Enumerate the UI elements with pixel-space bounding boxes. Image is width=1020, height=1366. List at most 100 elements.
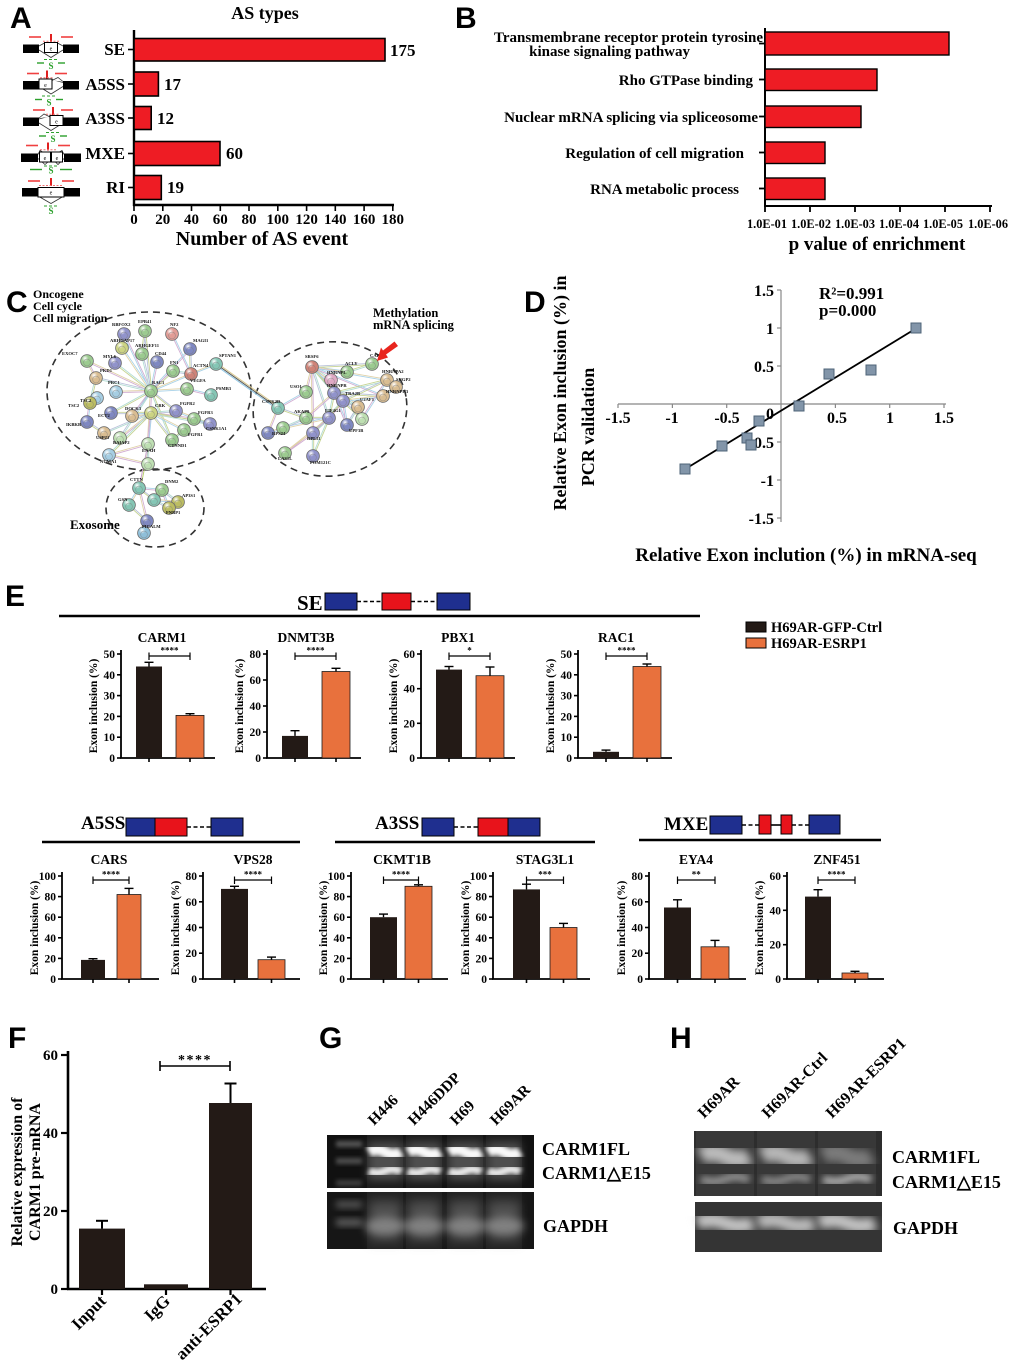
svg-text:kinase signaling pathway: kinase signaling pathway (529, 44, 690, 60)
svg-text:PRC1: PRC1 (108, 380, 120, 385)
svg-text:DNM2: DNM2 (165, 479, 179, 484)
svg-text:20: 20 (104, 711, 116, 723)
svg-text:H69AR-GFP-Ctrl: H69AR-GFP-Ctrl (771, 620, 882, 636)
svg-text:MXE: MXE (664, 814, 708, 835)
svg-text:Oncogene: Oncogene (33, 287, 84, 301)
svg-text:BAIAP2: BAIAP2 (113, 440, 130, 445)
svg-text:ECT2: ECT2 (98, 413, 110, 418)
svg-text:H446: H446 (365, 1092, 402, 1129)
svg-text:40: 40 (770, 905, 782, 917)
svg-text:CARM1: CARM1 (138, 630, 187, 645)
svg-text:Exon inclusion (%): Exon inclusion (%) (460, 881, 472, 976)
svg-text:e: e (44, 83, 47, 89)
svg-text:VPS28: VPS28 (233, 852, 272, 867)
svg-text:1.0E-03: 1.0E-03 (835, 217, 875, 231)
svg-text:0: 0 (191, 974, 197, 986)
svg-text:19: 19 (167, 178, 184, 197)
svg-text:RNA metabolic process: RNA metabolic process (590, 182, 739, 198)
svg-text:1.0E-02: 1.0E-02 (791, 217, 831, 231)
svg-text:CTNND1: CTNND1 (168, 443, 187, 448)
svg-text:100: 100 (328, 871, 346, 883)
svg-text:50: 50 (104, 649, 116, 661)
svg-text:Exon inclusion (%): Exon inclusion (%) (170, 881, 182, 976)
svg-text:CARM1 pre-mRNA: CARM1 pre-mRNA (27, 1103, 44, 1241)
svg-text:TSC2: TSC2 (68, 403, 80, 408)
svg-text:20: 20 (155, 212, 170, 228)
svg-text:1.0E-01: 1.0E-01 (747, 217, 787, 231)
svg-text:AKAP9: AKAP9 (294, 409, 310, 414)
svg-text:60: 60 (45, 912, 57, 924)
svg-text:p value of enrichment: p value of enrichment (789, 234, 966, 255)
svg-text:Exon inclusion (%): Exon inclusion (%) (388, 659, 400, 754)
svg-text:mRNA splicing: mRNA splicing (373, 318, 455, 332)
svg-text:CARM1△E15: CARM1△E15 (542, 1163, 651, 1183)
svg-text:0: 0 (566, 753, 572, 765)
svg-text:Nuclear mRNA splicing via spli: Nuclear mRNA splicing via spliceosome (504, 110, 758, 126)
svg-text:USP21: USP21 (96, 435, 110, 440)
svg-text:40: 40 (184, 212, 199, 228)
svg-text:NF2: NF2 (170, 322, 179, 327)
svg-text:140: 140 (324, 212, 347, 228)
svg-text:Exon inclusion (%): Exon inclusion (%) (88, 659, 100, 754)
svg-text:FNBP1: FNBP1 (166, 510, 181, 515)
svg-text:Exon inclusion (%): Exon inclusion (%) (616, 881, 628, 976)
svg-text:160: 160 (353, 212, 376, 228)
svg-text:MYL6: MYL6 (103, 354, 117, 359)
svg-text:CARM1FL: CARM1FL (542, 1139, 630, 1159)
svg-text:RAC1: RAC1 (152, 380, 165, 385)
svg-text:H69AR-ESRP1: H69AR-ESRP1 (771, 636, 867, 652)
svg-text:30: 30 (561, 691, 573, 703)
svg-text:TRA2B: TRA2B (345, 391, 360, 396)
svg-text:50: 50 (561, 649, 573, 661)
svg-text:****: **** (102, 870, 121, 880)
svg-text:e: e (50, 47, 53, 53)
svg-text:FGFR2: FGFR2 (180, 401, 196, 406)
svg-text:20: 20 (632, 948, 644, 960)
svg-text:IKBKB: IKBKB (66, 422, 81, 427)
svg-text:0: 0 (766, 406, 774, 423)
svg-text:1.0E-04: 1.0E-04 (879, 217, 919, 231)
svg-text:PCR validation: PCR validation (578, 368, 598, 487)
svg-text:CD44: CD44 (155, 351, 167, 356)
svg-text:EXOC7: EXOC7 (62, 351, 78, 356)
svg-text:40: 40 (43, 1126, 58, 1142)
svg-text:A5SS: A5SS (85, 75, 125, 94)
svg-text:H69AR: H69AR (695, 1073, 744, 1122)
svg-text:Methylation: Methylation (373, 306, 438, 320)
svg-text:20: 20 (561, 711, 573, 723)
svg-text:0: 0 (481, 974, 487, 986)
svg-text:GAPDH: GAPDH (543, 1216, 608, 1236)
svg-text:0: 0 (255, 753, 261, 765)
svg-text:100: 100 (470, 871, 488, 883)
svg-text:80: 80 (186, 871, 198, 883)
svg-text:U2AF1: U2AF1 (360, 397, 375, 402)
svg-text:CSNK1A1: CSNK1A1 (206, 426, 227, 431)
svg-text:Transmembrane receptor protein: Transmembrane receptor protein tyrosine (494, 30, 763, 46)
svg-text:anti-ESRP1: anti-ESRP1 (172, 1289, 246, 1363)
svg-text:****: **** (828, 870, 847, 880)
svg-text:20: 20 (476, 953, 488, 965)
svg-text:RI: RI (106, 178, 125, 197)
svg-text:****: **** (178, 1053, 212, 1068)
svg-text:-1.5: -1.5 (749, 511, 774, 528)
svg-text:20: 20 (334, 953, 346, 965)
svg-text:1.5: 1.5 (754, 283, 774, 300)
svg-text:****: **** (618, 646, 637, 656)
svg-text:****: **** (161, 646, 180, 656)
svg-text:Exon inclusion (%): Exon inclusion (%) (318, 881, 330, 976)
svg-text:0: 0 (51, 1282, 59, 1298)
svg-text:180: 180 (382, 212, 405, 228)
svg-text:e: e (50, 191, 53, 197)
svg-text:****: **** (392, 870, 411, 880)
svg-text:80: 80 (476, 892, 488, 904)
svg-text:AP3S1: AP3S1 (182, 493, 196, 498)
svg-text:POM121C: POM121C (310, 460, 331, 465)
svg-text:Exon inclusion (%): Exon inclusion (%) (545, 659, 557, 754)
svg-text:PSMB3: PSMB3 (216, 386, 232, 391)
svg-text:60: 60 (632, 897, 644, 909)
svg-text:SE: SE (104, 40, 125, 59)
svg-text:PKD1: PKD1 (100, 368, 113, 373)
svg-text:e: e (44, 156, 47, 162)
svg-text:ARHGAP17: ARHGAP17 (110, 338, 135, 343)
svg-text:RPS24: RPS24 (272, 431, 286, 436)
